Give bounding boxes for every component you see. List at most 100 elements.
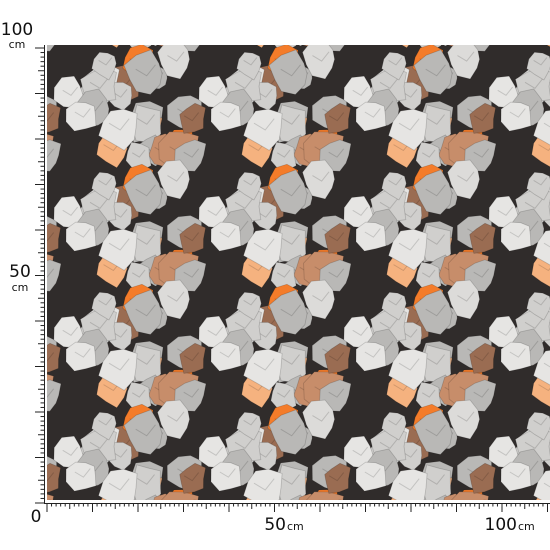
paper-ball: [442, 45, 448, 47]
paper-crease: [0, 0, 10, 4]
paper-crease: [435, 505, 448, 512]
paper-ball: [450, 491, 490, 500]
paper-crease: [280, 424, 301, 437]
paper-crease: [0, 55, 1, 64]
paper-ball: [0, 474, 17, 503]
paper-ball: [469, 342, 497, 374]
paper-crease: [257, 208, 273, 218]
paper-crease: [74, 228, 91, 238]
paper-ball: [47, 342, 62, 373]
paper-ball: [179, 462, 207, 494]
paper-ball: [13, 160, 45, 199]
paper-crease: [0, 115, 10, 125]
paper-crease: [277, 389, 291, 398]
paper-crease: [167, 411, 185, 422]
paper-ball: [0, 101, 18, 142]
paper-crease: [0, 483, 10, 490]
paper-crease: [473, 232, 490, 242]
paper-ball: [270, 0, 308, 23]
ruler-label: 100: [1, 20, 33, 40]
paper-crease: [132, 510, 145, 517]
paper-crease: [509, 228, 526, 238]
paper-ball: [324, 222, 352, 254]
paper-crease: [352, 206, 369, 216]
paper-ball: [98, 468, 138, 500]
paper-crease: [474, 0, 488, 1]
paper-crease: [398, 238, 420, 251]
paper-ball: [4, 374, 31, 407]
paper-crease: [432, 3, 445, 10]
paper-crease: [253, 478, 275, 491]
paper-ball: [355, 341, 387, 372]
paper-crease: [243, 417, 258, 426]
paper-crease: [137, 0, 154, 4]
ruler-origin: 0: [31, 507, 42, 527]
paper-ball: [0, 284, 8, 317]
paper-crease: [277, 269, 291, 278]
paper-crease: [426, 0, 445, 3]
paper-crease: [257, 448, 273, 458]
paper-ball: [111, 45, 120, 49]
paper-crease: [533, 297, 548, 306]
paper-ball: [324, 462, 352, 494]
paper-crease: [474, 29, 489, 37]
paper-crease: [473, 352, 490, 362]
paper-crease: [329, 29, 344, 37]
paper-ball: [356, 0, 386, 11]
paper-crease: [497, 326, 514, 336]
paper-ball: [22, 0, 56, 11]
paper-ball: [99, 0, 138, 30]
paper-crease: [135, 424, 156, 437]
rulers: [35, 45, 550, 512]
paper-crease: [422, 269, 436, 278]
paper-crease: [312, 291, 330, 302]
paper-crease: [388, 417, 403, 426]
paper-crease: [47, 352, 55, 362]
paper-crease: [184, 0, 198, 1]
paper-crease: [243, 177, 258, 186]
paper-crease: [183, 352, 200, 362]
paper-crease: [539, 501, 550, 511]
paper-crease: [0, 243, 10, 250]
paper-crease: [281, 234, 300, 245]
paper-crease: [312, 411, 330, 422]
paper-ball: [66, 0, 96, 11]
paper-ball: [91, 171, 117, 201]
paper-ball: [457, 0, 491, 11]
paper-crease: [0, 0, 10, 3]
paper-crease: [435, 25, 448, 32]
paper-ball: [381, 171, 407, 201]
paper-crease: [0, 175, 1, 184]
paper-crease: [422, 30, 435, 37]
paper-crease: [167, 291, 185, 302]
paper-crease: [280, 184, 301, 197]
paper-ball: [324, 102, 352, 134]
paper-ball: [0, 50, 17, 95]
paper-ball: [47, 379, 62, 412]
paper-crease: [388, 57, 403, 66]
paper-ball: [223, 0, 255, 8]
paper-crease: [473, 472, 490, 482]
paper-ball: [47, 259, 62, 292]
paper-crease: [62, 206, 79, 216]
paper-crease: [112, 328, 128, 338]
paper-ball: [157, 159, 191, 200]
paper-crease: [74, 108, 91, 118]
paper-ball: [244, 0, 283, 30]
paper-crease: [10, 144, 23, 151]
paper-ball: [268, 169, 308, 215]
paper-crease: [132, 269, 146, 278]
paper-crease: [28, 376, 42, 384]
paper-ball: [236, 411, 262, 441]
paper-ball: [469, 462, 497, 494]
ruler-unit: cm: [518, 520, 535, 533]
paper-ball: [277, 0, 306, 23]
paper-ball: [455, 45, 483, 49]
paper-ball: [160, 491, 200, 500]
paper-crease: [155, 24, 168, 31]
paper-ball: [47, 499, 52, 500]
paper-crease: [398, 478, 420, 491]
paper-crease: [300, 24, 313, 31]
paper-crease: [254, 0, 274, 10]
paper-crease: [318, 16, 332, 24]
